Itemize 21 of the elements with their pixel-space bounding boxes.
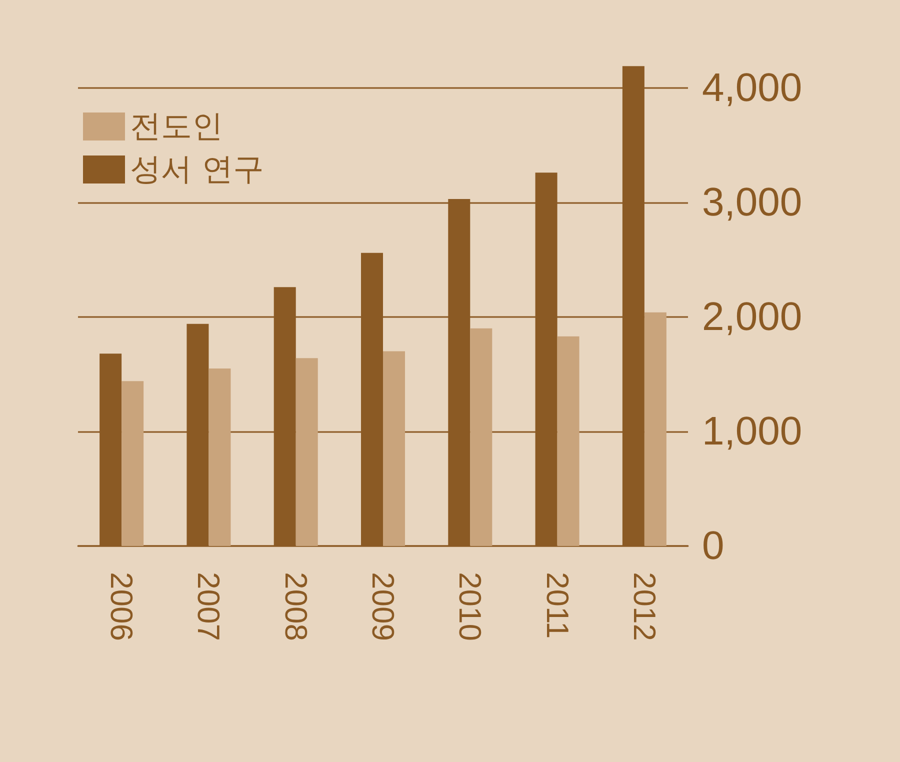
bar	[296, 358, 318, 546]
x-tick-label: 2008	[278, 572, 314, 641]
y-tick-label: 2,000	[702, 294, 802, 339]
legend-label: 성서 연구	[130, 152, 264, 188]
bar	[383, 351, 405, 546]
bar	[208, 368, 231, 546]
bar	[557, 336, 580, 546]
x-tick-label: 2012	[626, 572, 662, 641]
y-tick-label: 3,000	[702, 180, 802, 224]
y-tick-label: 4,000	[702, 66, 802, 110]
y-tick-label: 0	[702, 524, 724, 568]
legend-label: 전도인	[130, 108, 223, 144]
bar	[644, 312, 666, 546]
x-tick-label: 2011	[540, 572, 575, 639]
x-tick-label: 2006	[104, 572, 140, 641]
y-tick-label: 1,000	[702, 409, 802, 454]
x-tick-label: 2007	[191, 572, 226, 641]
x-tick-label: 2009	[366, 572, 400, 641]
bar	[122, 381, 144, 546]
bar	[470, 328, 492, 546]
x-tick-label: 2010	[452, 572, 488, 641]
